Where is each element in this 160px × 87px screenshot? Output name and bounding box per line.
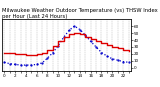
Text: Milwaukee Weather Outdoor Temperature (vs) THSW Index per Hour (Last 24 Hours): Milwaukee Weather Outdoor Temperature (v… — [2, 8, 157, 19]
